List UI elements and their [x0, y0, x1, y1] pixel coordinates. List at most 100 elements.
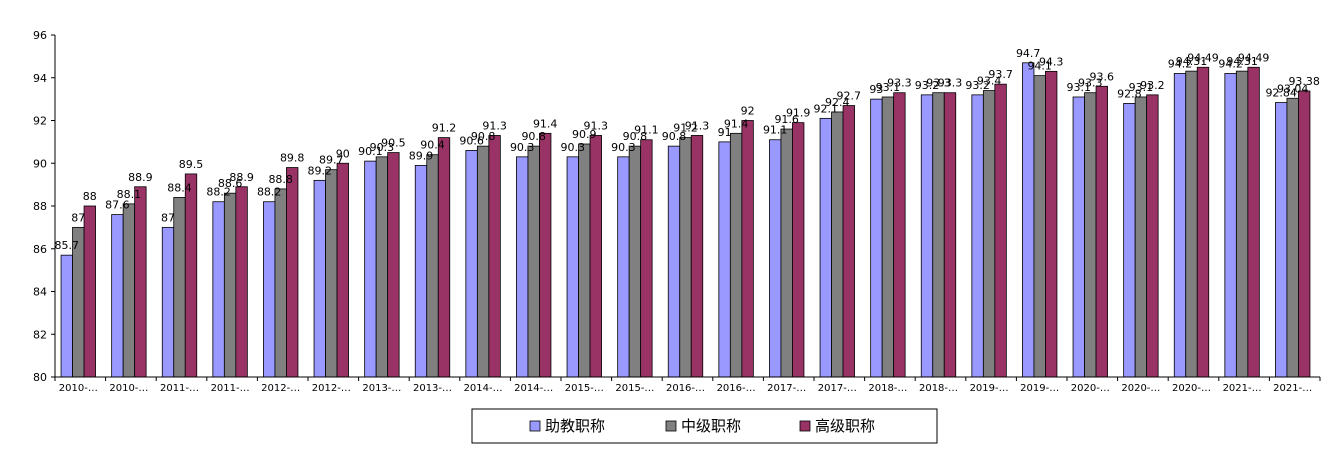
- x-tick-label: 2020-…: [1172, 383, 1211, 394]
- data-label: 93.3: [926, 77, 951, 90]
- bar: [111, 214, 124, 378]
- bar: [819, 117, 832, 378]
- bar: [1045, 70, 1058, 378]
- x-tick-label: 2021-…: [1223, 383, 1262, 394]
- x-tick-label: 2015-…: [615, 383, 654, 394]
- bar: [1275, 102, 1288, 378]
- x-tick-label: 2010-…: [59, 383, 98, 394]
- bar: [325, 169, 338, 378]
- bar: [1185, 70, 1198, 378]
- data-label: 92.84: [1265, 87, 1297, 100]
- bar: [566, 156, 579, 378]
- bar: [741, 120, 754, 378]
- data-label: 90.8: [662, 130, 687, 143]
- bar: [1095, 85, 1108, 378]
- bar: [1298, 90, 1311, 378]
- x-axis: 2010-… 2010-… 2011-… 2011-… 2012-… 2012-… 2013…: [54, 376, 1321, 394]
- bar: [1084, 92, 1097, 378]
- data-label: 90.9: [572, 128, 597, 141]
- legend-label: 中级职称: [681, 417, 741, 435]
- legend-swatch: [665, 420, 677, 432]
- bar: [920, 94, 934, 378]
- data-label: 90.3: [611, 141, 636, 154]
- bar: [286, 167, 299, 378]
- data-label: 92.4: [825, 96, 850, 109]
- x-tick-label: 2018-…: [919, 383, 958, 394]
- bar: [1224, 73, 1237, 378]
- bar: [1247, 66, 1260, 378]
- data-label: 89.7: [319, 154, 344, 167]
- y-axis: 80 82 84 86 88 90 92 94 96: [33, 29, 56, 384]
- x-tick-label: 2021-…: [1273, 383, 1312, 394]
- data-label: 92.1: [814, 102, 839, 115]
- data-label: 92: [741, 105, 755, 118]
- bar: [539, 132, 552, 378]
- data-label: 87: [161, 211, 175, 224]
- data-label: 90.3: [561, 141, 586, 154]
- bar: [943, 92, 957, 378]
- data-label: 88.4: [167, 181, 192, 194]
- bar: [1173, 73, 1187, 378]
- data-label: 92.8: [1117, 87, 1142, 100]
- bar: [1235, 70, 1249, 378]
- data-labels: 85.7878887.688.188.98788.489.588.288.688…: [55, 47, 1320, 252]
- data-label: 94.7: [1016, 47, 1041, 60]
- data-label: 92.7: [837, 90, 862, 103]
- bar: [184, 173, 198, 378]
- bar: [1134, 96, 1148, 378]
- y-tick-label: 90: [33, 157, 47, 170]
- x-tick-label: 2020-…: [1071, 383, 1110, 394]
- data-label: 87: [71, 211, 85, 224]
- bar: [1286, 97, 1299, 378]
- data-label: 90.1: [358, 145, 383, 158]
- bar: [83, 205, 96, 378]
- x-tick-label: 2013-…: [362, 383, 401, 394]
- data-label: 94.49: [1187, 51, 1219, 64]
- x-tick-label: 2019-…: [1020, 383, 1059, 394]
- bar: [274, 188, 287, 378]
- bar: [488, 135, 501, 378]
- bar: [1123, 103, 1136, 378]
- x-tick-label: 2017-…: [767, 383, 806, 394]
- bar: [134, 186, 147, 378]
- data-label: 91: [718, 126, 732, 139]
- data-label: 91.2: [673, 122, 698, 135]
- x-tick-label: 2020-…: [1121, 383, 1160, 394]
- x-tick-label: 2011-…: [211, 383, 250, 394]
- data-label: 93.2: [965, 79, 990, 92]
- data-label: 89.5: [179, 158, 204, 171]
- bar: [718, 141, 731, 378]
- data-label: 90.6: [459, 134, 484, 147]
- y-tick-label: 84: [33, 286, 47, 299]
- bar: [769, 139, 782, 378]
- bar: [161, 226, 175, 378]
- data-label: 93.6: [1090, 70, 1115, 83]
- bar: [476, 145, 490, 378]
- bar: [364, 160, 377, 378]
- y-tick-label: 96: [33, 29, 47, 42]
- bar: [780, 128, 793, 378]
- data-label: 93: [869, 83, 883, 96]
- x-tick-label: 2019-…: [970, 383, 1009, 394]
- bar: [667, 145, 681, 378]
- data-label: 93.04: [1277, 82, 1309, 95]
- bar: [465, 150, 478, 378]
- bar: [971, 94, 984, 378]
- data-label: 90.8: [471, 130, 496, 143]
- data-label: 94.2: [1168, 57, 1193, 70]
- bar: [426, 154, 439, 378]
- bar: [640, 139, 653, 378]
- bar: [729, 132, 743, 378]
- bar: [1022, 62, 1035, 378]
- data-label: 85.7: [55, 239, 80, 252]
- data-label: 87.6: [105, 199, 130, 212]
- legend-label: 助教职称: [545, 417, 605, 435]
- data-label: 94.31: [1226, 55, 1258, 68]
- bar: [893, 92, 906, 378]
- y-tick-label: 80: [33, 371, 47, 384]
- data-label: 90.8: [521, 130, 546, 143]
- x-tick-label: 2016-…: [666, 383, 705, 394]
- data-label: 91.4: [533, 117, 558, 130]
